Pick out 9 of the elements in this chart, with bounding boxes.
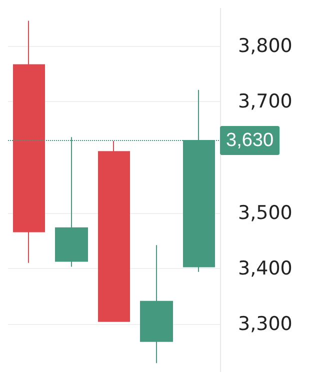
y-tick-label: 3,800 bbox=[238, 34, 292, 57]
ref-line-label: 3,630 bbox=[226, 130, 274, 151]
y-tick-label: 3,300 bbox=[238, 313, 292, 336]
y-tick-label: 3,400 bbox=[238, 257, 292, 280]
candlestick bbox=[98, 140, 130, 322]
candlestick bbox=[140, 244, 173, 364]
y-tick-label: 3,500 bbox=[238, 202, 292, 224]
candlestick bbox=[13, 20, 45, 264]
y-tick-label: 3,700 bbox=[238, 90, 292, 113]
